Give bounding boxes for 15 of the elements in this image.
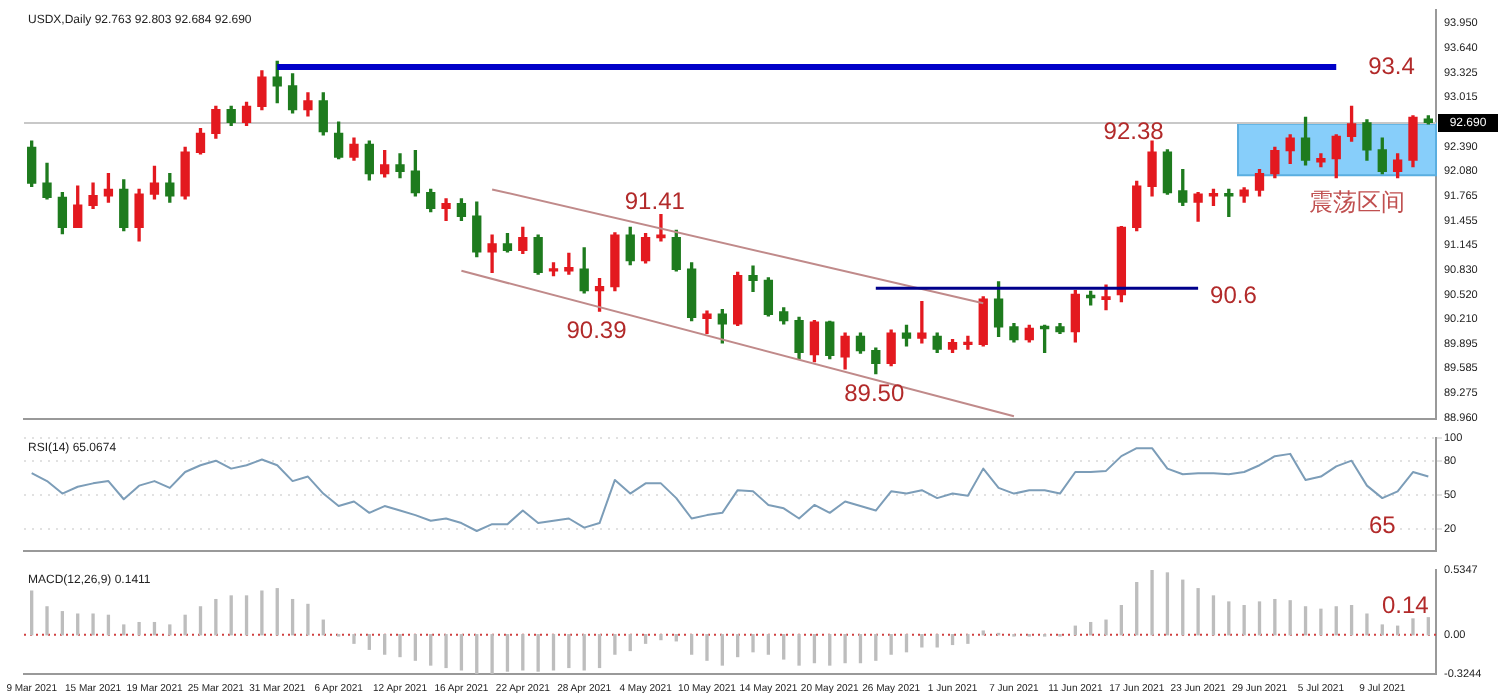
- candlestick: [564, 252, 574, 275]
- annotation: 90.39: [566, 316, 628, 344]
- annotation: 93.4: [1368, 51, 1416, 80]
- candlestick: [702, 310, 712, 334]
- annotation: 91.41: [624, 187, 686, 216]
- annotation: 90.6: [1210, 281, 1258, 310]
- annotation: 92.38: [1103, 117, 1165, 146]
- annotation: 89.50: [844, 379, 905, 408]
- candlestick: [441, 198, 451, 221]
- annotation: 0.14: [1381, 591, 1430, 620]
- candlestick: [963, 335, 973, 350]
- annotation: 65: [1368, 511, 1397, 540]
- band-label: 震荡区间: [1309, 187, 1406, 216]
- candlestick: [748, 265, 758, 293]
- candlestick: [917, 300, 927, 344]
